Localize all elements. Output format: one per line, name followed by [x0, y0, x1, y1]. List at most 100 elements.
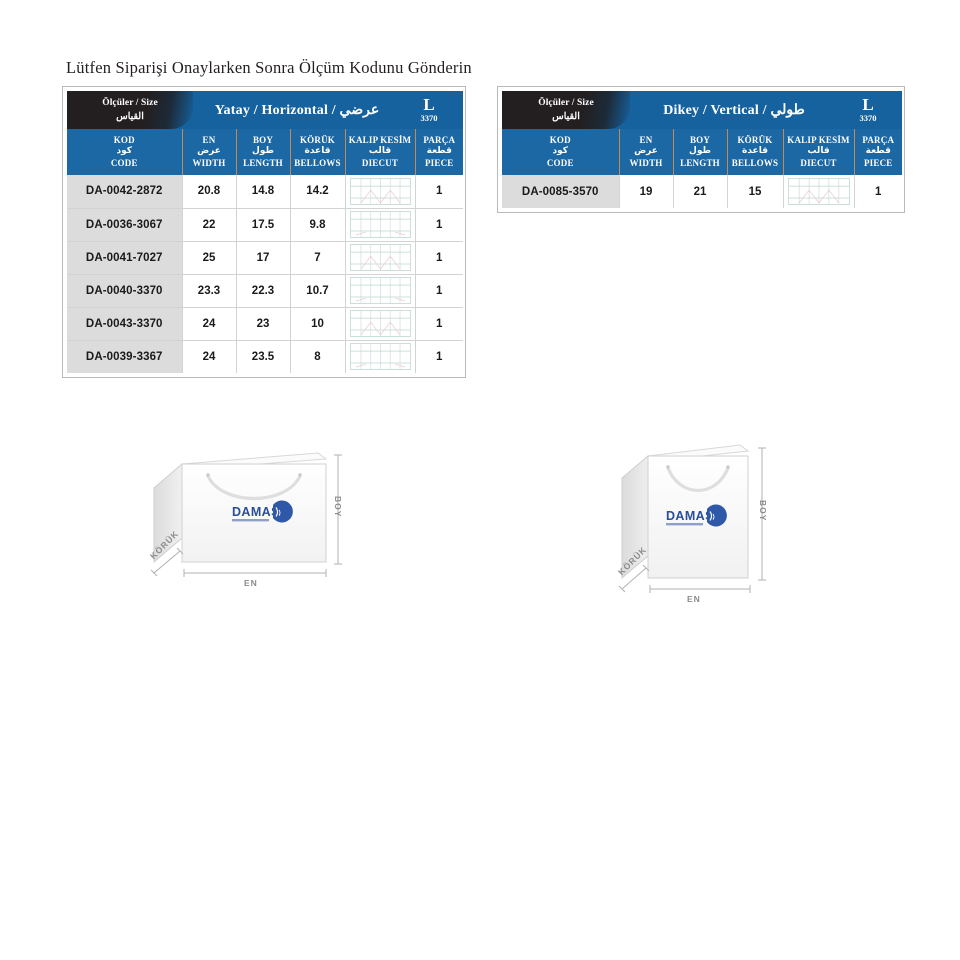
cell-bellows: 9.8	[289, 208, 345, 242]
column-header-code: KOD كود CODE	[502, 129, 620, 175]
col-width-tr: EN	[639, 134, 653, 145]
cell-length: 17.5	[235, 208, 290, 242]
table-body-horizontal: DA-0042-2872 20.8 14.8 14.2 1 DA-0036-3067 22…	[67, 175, 463, 373]
col-code-en: CODE	[546, 157, 574, 168]
cell-diecut-thumbnail	[344, 241, 415, 275]
column-header-width: EN عرض WIDTH	[618, 129, 674, 175]
cell-bellows: 7	[289, 241, 345, 275]
cell-length: 17	[235, 241, 290, 275]
col-bellows-en: BELLOWS	[731, 157, 779, 168]
cell-piece: 1	[414, 175, 463, 209]
cell-width: 19	[618, 175, 673, 208]
boy-label: BOY	[758, 500, 768, 522]
cell-width: 24	[181, 340, 236, 373]
svg-text:DAMAS: DAMAS	[666, 509, 714, 523]
column-header-length: BOY طول LENGTH	[672, 129, 728, 175]
cell-piece: 1	[414, 307, 463, 341]
damas-logo: DAMAS	[666, 504, 727, 527]
vertical-bag-illustration: DAMAS	[600, 428, 830, 623]
cell-code: DA-0040-3370	[67, 274, 182, 308]
col-bellows-ar: قاعدة	[304, 146, 331, 157]
cell-width: 23.3	[181, 274, 236, 308]
table-row[interactable]: DA-0085-3570 19 21 15 1	[502, 175, 902, 208]
cell-diecut-thumbnail	[344, 175, 415, 209]
column-header-piece: PARÇA قطعة PIECE	[414, 129, 463, 175]
vertical-bag-drawing: DAMAS	[618, 444, 766, 593]
col-diecut-tr: KALIP KESİM	[787, 134, 850, 145]
table-header-row: KOD كود CODE EN عرض WIDTH BOY طول LENGTH	[67, 129, 463, 175]
cell-code: DA-0041-7027	[67, 241, 182, 275]
col-width-ar: عرض	[634, 146, 658, 157]
cell-code: DA-0042-2872	[67, 175, 182, 209]
size-ribbon: Ölçüler / Size القياس	[502, 91, 630, 129]
col-bellows-tr: KÖRÜK	[299, 134, 335, 145]
cell-code: DA-0043-3370	[67, 307, 182, 341]
size-ribbon: Ölçüler / Size القياس	[67, 91, 193, 129]
col-length-ar: طول	[252, 146, 274, 157]
col-width-en: WIDTH	[192, 157, 226, 168]
cell-diecut-thumbnail	[344, 307, 415, 341]
col-length-ar: طول	[689, 146, 711, 157]
table-row[interactable]: DA-0039-3367 24 23.5 8 1	[67, 340, 463, 373]
table-vertical: Ölçüler / Size القياس Dikey / Vertical /…	[502, 91, 902, 208]
koruk-dimension-line	[150, 547, 184, 577]
col-code-ar: كود	[552, 146, 568, 157]
ribbon-label-latin: Ölçüler / Size	[102, 97, 158, 108]
col-bellows-tr: KÖRÜK	[737, 134, 773, 145]
col-code-tr: KOD	[549, 134, 571, 145]
ribbon-label-latin: Ölçüler / Size	[538, 97, 594, 108]
cell-diecut-thumbnail	[344, 340, 415, 373]
svg-text:DAMAS: DAMAS	[232, 505, 280, 519]
col-code-tr: KOD	[113, 134, 135, 145]
en-label: EN	[244, 578, 258, 588]
en-dimension-line	[183, 569, 327, 577]
size-badge-letter: L	[423, 95, 435, 114]
table-row[interactable]: DA-0036-3067 22 17.5 9.8 1	[67, 208, 463, 242]
col-piece-en: PIECE	[863, 157, 893, 168]
col-diecut-en: DIECUT	[361, 157, 399, 168]
column-header-length: BOY طول LENGTH	[235, 129, 291, 175]
col-width-ar: عرض	[197, 146, 221, 157]
table-row[interactable]: DA-0041-7027 25 17 7 1	[67, 241, 463, 275]
ribbon-label-arabic: القياس	[552, 110, 580, 122]
en-dimension-line	[649, 585, 751, 593]
table-row[interactable]: DA-0042-2872 20.8 14.8 14.2 1	[67, 175, 463, 209]
column-header-bellows: KÖRÜK قاعدة BELLOWS	[726, 129, 784, 175]
cell-width: 25	[181, 241, 236, 275]
col-diecut-en: DIECUT	[800, 157, 837, 168]
col-diecut-ar: قالب	[807, 146, 830, 157]
cell-width: 22	[181, 208, 236, 242]
cell-length: 14.8	[235, 175, 290, 209]
table-row[interactable]: DA-0043-3370 24 23 10 1	[67, 307, 463, 341]
column-header-bellows: KÖRÜK قاعدة BELLOWS	[289, 129, 346, 175]
table-banner-row: Ölçüler / Size القياس Yatay / Horizontal…	[67, 91, 463, 129]
cell-width: 24	[181, 307, 236, 341]
cell-diecut-thumbnail	[782, 175, 854, 208]
cell-piece: 1	[853, 175, 902, 208]
cell-length: 21	[672, 175, 727, 208]
size-badge: L 3370	[401, 91, 457, 129]
cell-bellows: 14.2	[289, 175, 345, 209]
cell-diecut-thumbnail	[344, 208, 415, 242]
col-diecut-ar: قالب	[368, 146, 392, 157]
cell-bellows: 8	[289, 340, 345, 373]
col-piece-tr: PARÇA	[862, 134, 895, 145]
column-header-width: EN عرض WIDTH	[181, 129, 237, 175]
col-code-en: CODE	[110, 157, 138, 168]
col-bellows-en: BELLOWS	[294, 157, 341, 168]
table-body-vertical: DA-0085-3570 19 21 15 1	[502, 175, 902, 208]
col-length-tr: BOY	[252, 134, 274, 145]
boy-dimension-line	[334, 454, 342, 565]
size-badge-letter: L	[862, 95, 874, 114]
en-label: EN	[687, 594, 701, 604]
table-row[interactable]: DA-0040-3370 23.3 22.3 10.7 1	[67, 274, 463, 308]
column-header-diecut: KALIP KESİM قالب DIECUT	[344, 129, 416, 175]
horizontal-bag-illustration: DAMAS	[140, 430, 390, 620]
col-piece-ar: قطعة	[426, 146, 452, 157]
boy-label: BOY	[333, 496, 343, 518]
cell-length: 22.3	[235, 274, 290, 308]
table-header-row: KOD كود CODE EN عرض WIDTH BOY طول LENGTH	[502, 129, 902, 175]
col-piece-en: PIECE	[424, 157, 454, 168]
column-header-piece: PARÇA قطعة PIECE	[853, 129, 902, 175]
